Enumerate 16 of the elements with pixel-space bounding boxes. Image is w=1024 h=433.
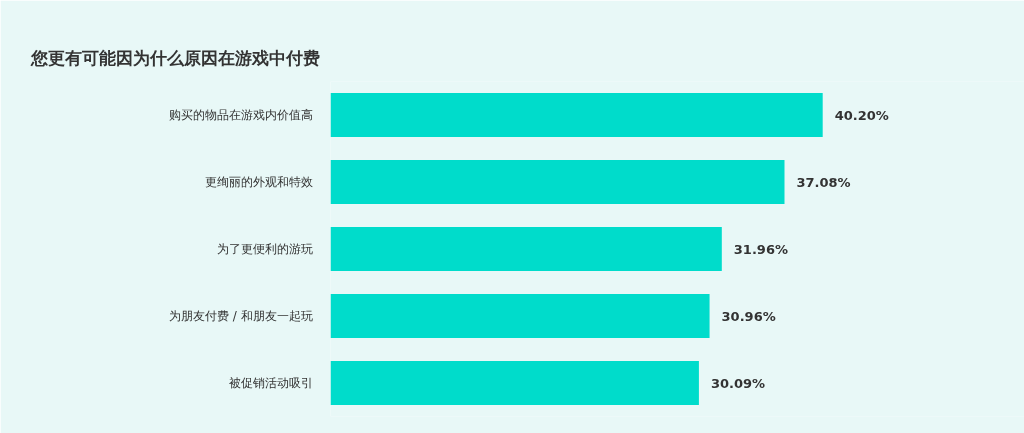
y-tick-label: 更绚丽的外观和特效: [204, 175, 313, 189]
data-label: 30.96%: [721, 308, 776, 324]
data-label: 31.96%: [733, 241, 788, 257]
text: 您更有可能因为什么原因在游戏中付费: [29, 47, 320, 68]
y-tick-label: 为朋友付费 / 和朋友一起玩: [168, 309, 313, 323]
bar: [330, 293, 710, 339]
data-label: 40.20%: [834, 107, 889, 123]
bar: [330, 226, 722, 272]
bar: [330, 159, 785, 205]
bar: [330, 360, 699, 406]
data-label: 37.08%: [796, 174, 851, 190]
bar: [330, 92, 823, 138]
y-tick-label: 被促销活动吸引: [228, 376, 313, 390]
y-tick-label: 购买的物品在游戏内价值高: [168, 108, 313, 122]
data-label: 30.09%: [710, 375, 766, 391]
y-tick-label: 为了更便利的游玩: [216, 242, 313, 256]
